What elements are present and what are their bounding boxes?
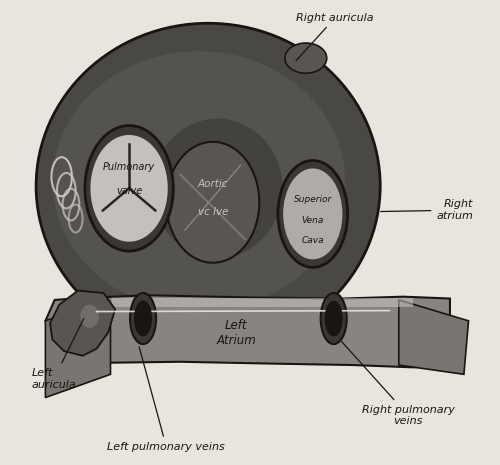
Text: Vena: Vena [302, 216, 324, 226]
Text: Right auricula: Right auricula [296, 13, 374, 61]
Text: Cava: Cava [302, 236, 324, 246]
Text: Pulmonary: Pulmonary [103, 162, 155, 173]
Ellipse shape [130, 293, 156, 344]
Ellipse shape [52, 51, 345, 312]
Polygon shape [46, 295, 450, 367]
Ellipse shape [90, 135, 168, 242]
Text: Superior: Superior [294, 195, 332, 205]
Text: Right
atrium: Right atrium [380, 199, 473, 221]
Ellipse shape [166, 142, 260, 263]
Text: Left: Left [225, 319, 248, 332]
Ellipse shape [85, 126, 174, 251]
Ellipse shape [320, 293, 346, 344]
Ellipse shape [278, 160, 347, 267]
Text: Left
auricula: Left auricula [32, 319, 84, 390]
Text: vc lve: vc lve [198, 206, 228, 217]
Ellipse shape [134, 301, 152, 337]
Text: Right pulmonary
veins: Right pulmonary veins [342, 341, 454, 426]
Ellipse shape [283, 168, 343, 259]
Ellipse shape [80, 305, 99, 328]
Polygon shape [399, 300, 468, 374]
Text: Left pulmonary veins: Left pulmonary veins [108, 347, 225, 452]
Ellipse shape [36, 23, 380, 349]
Ellipse shape [87, 135, 152, 237]
Text: valve: valve [116, 186, 142, 196]
Ellipse shape [285, 43, 327, 73]
Ellipse shape [324, 301, 343, 337]
Ellipse shape [152, 119, 282, 258]
Polygon shape [46, 298, 110, 398]
Polygon shape [87, 298, 413, 307]
Text: Aortic: Aortic [198, 179, 228, 189]
Polygon shape [50, 291, 115, 356]
Text: Atrium: Atrium [216, 334, 256, 347]
